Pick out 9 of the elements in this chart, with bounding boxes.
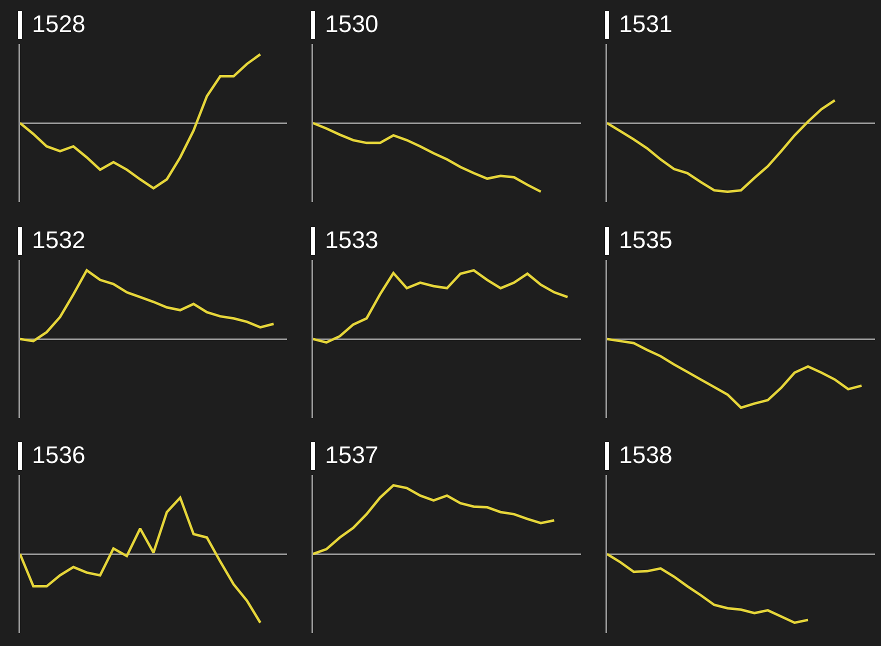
chart-title: 1535 xyxy=(619,227,672,255)
chart-title: 1533 xyxy=(325,227,378,255)
chart-title: 1532 xyxy=(32,227,86,255)
chart-title: 1538 xyxy=(619,442,672,470)
chart-title: 1537 xyxy=(325,442,378,470)
chart-title: 1531 xyxy=(619,11,672,39)
chart-title: 1530 xyxy=(325,11,378,39)
chart-title: 1536 xyxy=(32,442,86,470)
chart-title: 1528 xyxy=(32,11,86,39)
